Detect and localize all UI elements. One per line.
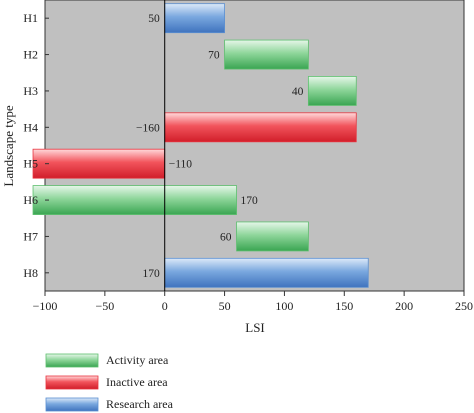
- data-label-h6: 170: [241, 195, 258, 207]
- data-label-h8: 170: [142, 268, 160, 280]
- legend-label-research-area: Research area: [106, 397, 174, 411]
- x-tick-label: 50: [219, 299, 231, 313]
- y-tick-label-h4: H4: [23, 120, 38, 134]
- y-tick-labels: H1 H2 H3 H4 H5 H6 H7 H8: [23, 11, 49, 280]
- y-tick-label-h3: H3: [23, 84, 38, 98]
- y-tick-label-h1: H1: [23, 11, 38, 25]
- x-tick-label: 100: [275, 299, 293, 313]
- y-tick-label-h8: H8: [23, 266, 38, 280]
- legend-label-inactive-area: Inactive area: [106, 375, 168, 389]
- bar-h7: [236, 221, 309, 252]
- x-tick-label: −50: [95, 299, 114, 313]
- bar-h2: [224, 39, 309, 70]
- y-tick-label-h7: H7: [23, 229, 38, 243]
- data-label-h2: 70: [208, 50, 220, 62]
- x-tick-label: −100: [33, 299, 58, 313]
- x-axis-title: LSI: [245, 320, 265, 335]
- bar-h5: [32, 148, 166, 179]
- x-axis: −100 −50 0 50 100 150 200 250: [33, 291, 473, 313]
- y-tick-label-h5: H5: [23, 157, 38, 171]
- data-labels-layer: 50 70 40 −160 −110 170 60 170: [136, 13, 304, 280]
- legend-swatch-inactive-area: [45, 375, 99, 390]
- bars-layer: [32, 3, 369, 288]
- legend-swatch-research-area: [45, 397, 99, 412]
- legend-swatch-activity-area: [45, 353, 99, 368]
- data-label-h5: −110: [169, 159, 193, 171]
- bar-h3: [307, 76, 357, 106]
- data-label-h4: −160: [136, 122, 160, 134]
- bar-h4: [164, 112, 357, 143]
- data-label-h1: 50: [148, 13, 160, 25]
- x-tick-label: 0: [162, 299, 168, 313]
- x-tick-label: 150: [335, 299, 353, 313]
- data-label-h7: 60: [220, 231, 232, 243]
- bar-h6: [32, 185, 237, 215]
- legend: Activity area Inactive area Research area: [45, 353, 174, 412]
- bar-h1: [164, 3, 225, 34]
- legend-label-activity-area: Activity area: [106, 353, 169, 367]
- bar-h8: [164, 257, 369, 288]
- y-tick-label-h6: H6: [23, 193, 38, 207]
- x-tick-label: 200: [395, 299, 413, 313]
- data-label-h3: 40: [292, 86, 304, 98]
- y-tick-label-h2: H2: [23, 48, 38, 62]
- y-axis-title: Landscape type: [1, 105, 16, 186]
- x-tick-label: 250: [455, 299, 473, 313]
